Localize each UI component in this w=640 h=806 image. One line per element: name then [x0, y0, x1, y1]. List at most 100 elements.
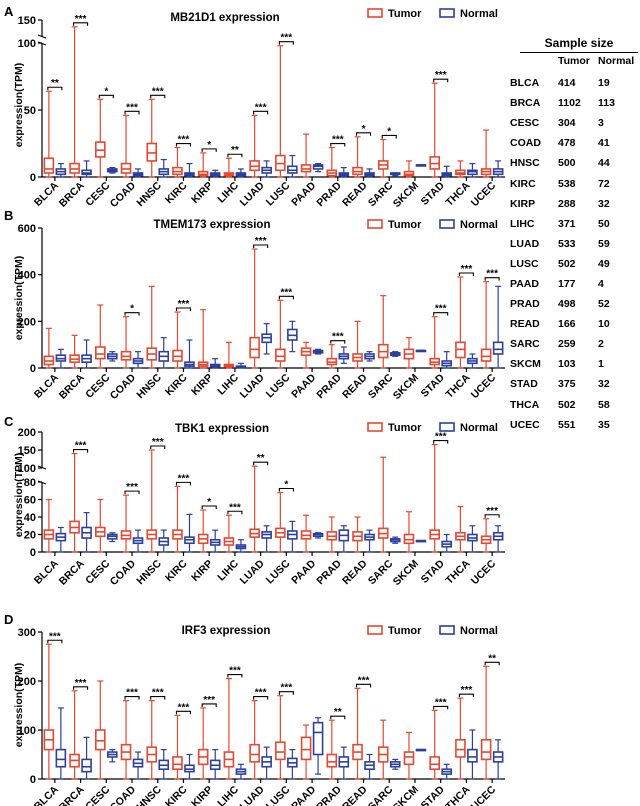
box-normal — [364, 168, 375, 178]
box-normal — [492, 739, 504, 780]
legend: Tumor Normal — [367, 422, 498, 434]
y-tick-label: 20 — [24, 530, 36, 542]
x-tick-label: STAD — [419, 371, 447, 399]
legend-swatch-normal — [439, 422, 455, 432]
box-normal — [132, 751, 144, 780]
x-tick-label: HNSC — [134, 179, 164, 209]
significance-marker: *** — [278, 287, 294, 300]
box-tumor — [172, 311, 183, 369]
sample-size-normal-count: 59 — [598, 237, 610, 250]
significance-marker: * — [201, 140, 217, 152]
x-tick-label: PAAD — [289, 371, 318, 400]
box-tumor — [455, 697, 466, 780]
box-tumor — [403, 731, 415, 780]
x-tick-label: LUSC — [264, 557, 293, 586]
sample-size-tumor-count: 502 — [558, 257, 576, 270]
sample-size-normal-count: 52 — [598, 298, 610, 311]
box-tumor — [377, 456, 389, 553]
legend-label-tumor: Tumor — [388, 219, 422, 231]
box-tumor — [223, 514, 235, 553]
sample-size-tumor-count: 259 — [558, 338, 576, 351]
sample-size-tumor-count: 414 — [558, 77, 576, 90]
significance-bracket — [227, 510, 243, 515]
significance-label: *** — [152, 688, 164, 699]
sample-size-normal-count: 32 — [598, 197, 610, 210]
significance-label: *** — [461, 685, 473, 696]
y-tick-label: 100 — [18, 38, 36, 50]
x-tick-label: STAD — [419, 179, 447, 207]
legend-swatch-tumor — [367, 422, 383, 432]
box — [429, 756, 440, 771]
box-tumor — [95, 498, 106, 553]
significance-label: *** — [281, 683, 293, 694]
significance-label: *** — [126, 102, 138, 113]
x-tick-label: READ — [340, 783, 370, 806]
significance-bracket — [47, 639, 63, 644]
significance-bracket — [278, 295, 294, 300]
significance-label: *** — [126, 688, 138, 699]
box-tumor — [300, 724, 312, 780]
box-tumor — [429, 82, 440, 178]
box-tumor — [480, 518, 492, 553]
sample-size-cancer: CESC — [510, 117, 540, 130]
box-normal — [287, 520, 298, 553]
x-tick-label: KIRP — [189, 558, 215, 584]
significance-bracket — [124, 110, 140, 115]
significance-marker: *** — [47, 631, 63, 644]
y-axis-label: expression(TPM) — [13, 453, 25, 538]
box-tumor — [275, 491, 286, 553]
sample-size-row: PRAD 498 52 — [510, 294, 638, 314]
box-tumor — [300, 341, 312, 369]
axis-break-mark — [37, 34, 47, 39]
x-tick-label: SKCM — [391, 371, 422, 402]
significance-marker: * — [201, 497, 217, 509]
box — [312, 721, 324, 756]
significance-label: *** — [281, 33, 293, 44]
box-tumor — [429, 444, 440, 553]
chart-title: MB21D1 expression — [170, 12, 279, 24]
sample-size-row: LUAD 533 59 — [510, 234, 638, 254]
significance-marker: *** — [175, 299, 192, 311]
significance-label: *** — [152, 86, 164, 97]
x-tick-label: UCEC — [469, 179, 499, 209]
sample-size-normal-count: 10 — [598, 318, 610, 331]
significance-bracket — [433, 78, 449, 83]
chart-title: TMEM173 expression — [154, 219, 271, 231]
significance-label: *** — [203, 695, 215, 706]
significance-bracket — [150, 94, 166, 99]
sample-size-row: STAD 375 32 — [510, 374, 638, 394]
significance-marker: *** — [253, 102, 269, 115]
x-tick-label: SKCM — [391, 783, 422, 806]
sample-size-cancer: PAAD — [510, 277, 539, 290]
significance-bracket — [124, 312, 140, 316]
box-normal — [184, 339, 195, 369]
box-normal — [209, 358, 221, 369]
x-tick-label: LUAD — [238, 783, 267, 806]
sample-size-tumor-count: 103 — [558, 358, 576, 371]
box-tumor — [249, 248, 260, 369]
x-tick-label: LUAD — [238, 557, 267, 586]
significance-marker: *** — [175, 135, 192, 147]
box-normal — [467, 525, 478, 553]
box-tumor — [146, 449, 158, 553]
significance-label: *** — [229, 666, 241, 677]
x-tick-label: LUSC — [264, 783, 293, 806]
y-tick-label: 150 — [18, 15, 36, 27]
sample-size-row: SKCM 103 1 — [510, 354, 638, 374]
significance-label: *** — [75, 441, 87, 452]
box-normal — [184, 753, 195, 780]
x-tick-label: SARC — [366, 179, 396, 209]
box — [467, 748, 478, 763]
sample-size-cancer: BRCA — [510, 97, 541, 110]
legend-swatch-tumor — [367, 8, 383, 18]
sample-size-row: BRCA 1102 113 — [510, 93, 638, 113]
x-tick-label: PAAD — [289, 179, 318, 208]
sample-size-normal-count: 72 — [598, 177, 610, 190]
box — [172, 756, 183, 771]
box-normal — [389, 351, 401, 357]
significance-label: * — [207, 497, 211, 508]
box — [95, 729, 106, 751]
significance-label: ** — [488, 653, 496, 664]
significance-marker: *** — [175, 702, 192, 715]
sample-size-row: BLCA 414 19 — [510, 73, 638, 93]
